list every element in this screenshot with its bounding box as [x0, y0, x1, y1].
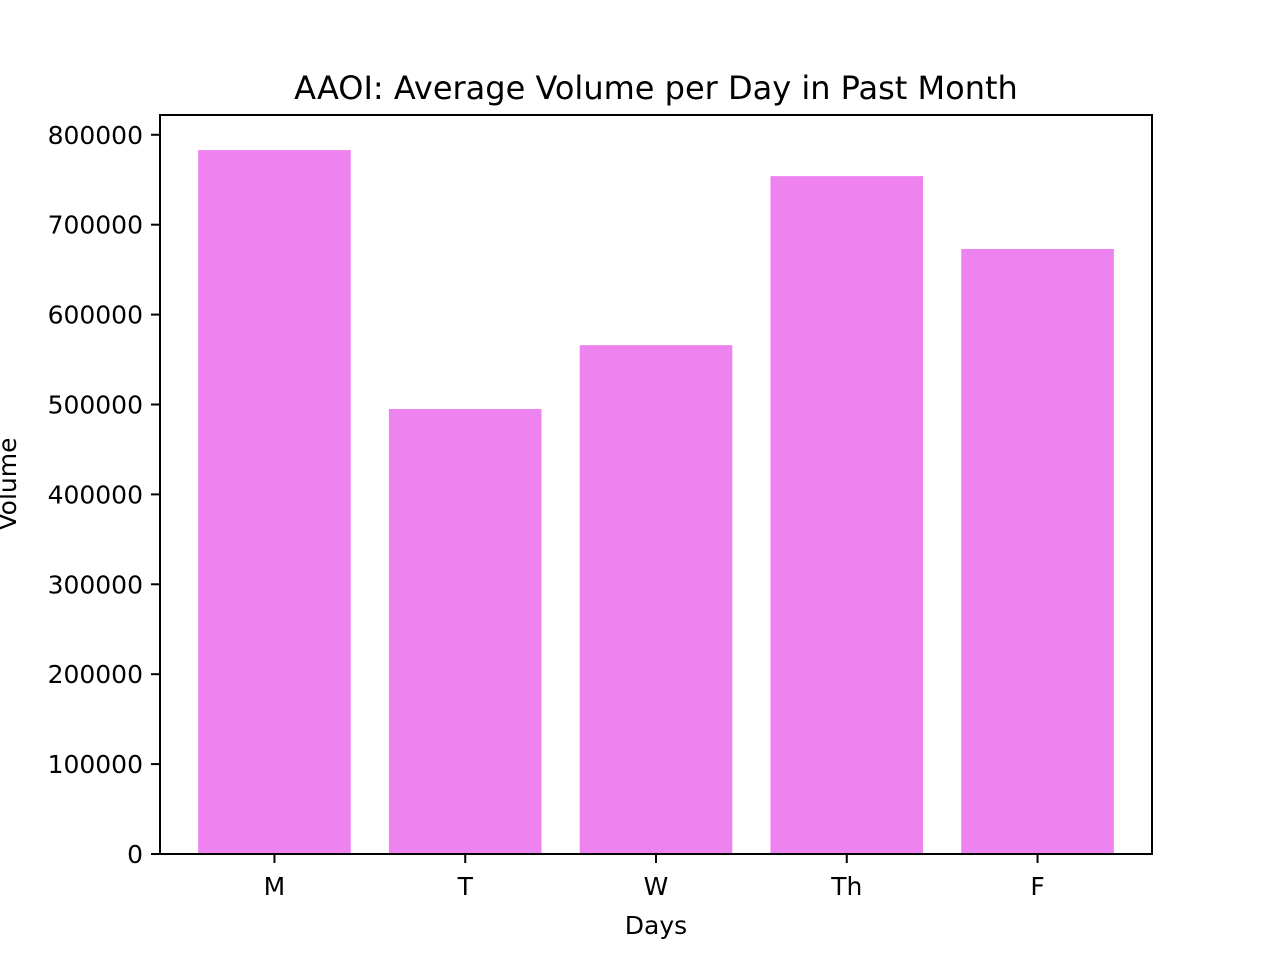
x-tick-label: F: [1030, 872, 1044, 901]
y-tick-label: 200000: [48, 660, 143, 689]
x-axis: M T W Th F: [264, 854, 1045, 901]
y-tick-label: 400000: [48, 480, 143, 509]
y-tick-label: 600000: [48, 301, 143, 330]
y-axis-label: Volume: [0, 438, 22, 531]
y-tick-label: 100000: [48, 750, 143, 779]
y-tick-label: 500000: [48, 390, 143, 419]
x-tick-label: Th: [830, 872, 862, 901]
x-tick-label: T: [457, 872, 474, 901]
chart-title: AAOI: Average Volume per Day in Past Mon…: [294, 69, 1018, 107]
bar-f: [961, 248, 1114, 855]
plot-area-frame: [159, 114, 1153, 855]
bar-t: [388, 408, 542, 854]
y-tick-label: 300000: [48, 570, 143, 599]
x-axis-label: Days: [625, 911, 687, 940]
bar-m: [198, 150, 351, 855]
bar-th: [770, 176, 924, 855]
x-tick-label: M: [264, 872, 286, 901]
bar-w: [579, 345, 733, 854]
y-tick-label: 0: [127, 840, 143, 869]
y-tick-label: 800000: [48, 121, 143, 150]
x-tick-label: W: [644, 872, 669, 901]
y-tick-label: 700000: [48, 211, 143, 240]
y-axis: 0 100000 200000 300000 400000 500000 600000 700…: [48, 121, 160, 869]
bars-group: [198, 150, 1114, 855]
